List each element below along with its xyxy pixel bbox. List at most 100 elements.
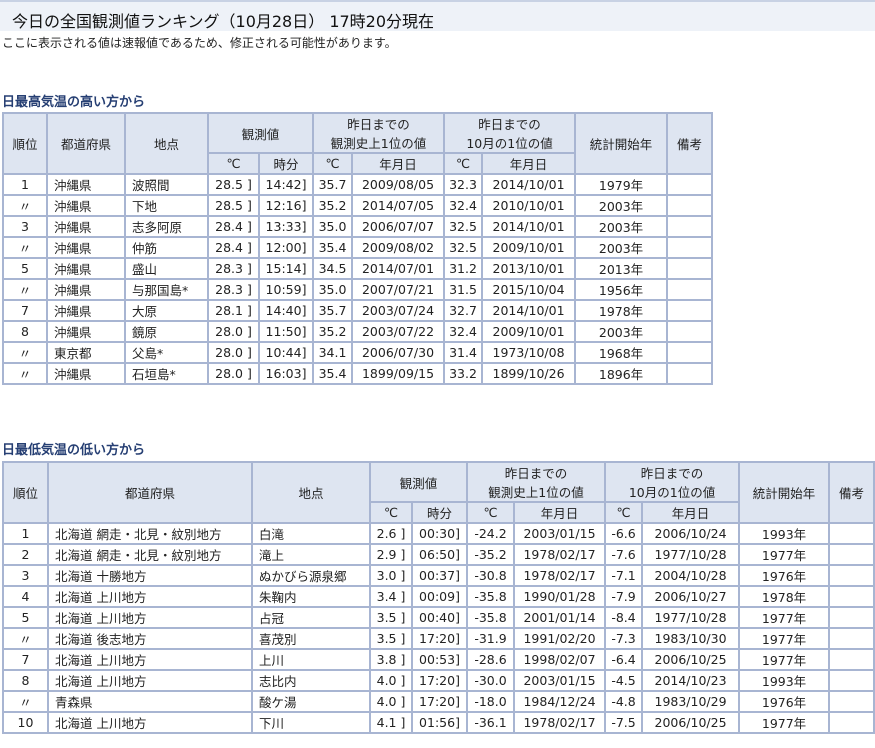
header-date: 年月日 [351,152,446,175]
title-bar: 今日の全国観測値ランキング（10月28日） 17時20分現在 [0,0,875,31]
cell-rank: 〃 [2,278,48,301]
cell-month-record-date: 2006/10/27 [641,585,741,608]
cell-start-year: 2003年 [574,236,669,259]
cell-start-year: 1977年 [738,543,831,566]
cell-rank: 1 [2,522,49,545]
cell-remarks [828,522,875,545]
cell-record-date: 1984/12/24 [513,690,607,713]
cell-record-date: 2009/08/02 [351,236,446,259]
cell-month-record-date: 2014/10/01 [481,299,577,322]
cell-observed-time: 14:40] [257,299,315,322]
cell-rank: 〃 [2,194,48,217]
cell-observed-temp: 3.4 ] [369,585,413,608]
cell-month-record-date: 1973/10/08 [481,341,577,364]
cell-month-record-date: 1899/10/26 [481,362,577,385]
cell-place: 大原 [124,299,209,322]
cell-prefecture: 沖縄県 [46,320,126,343]
cell-record-date: 2006/07/30 [351,341,446,364]
cell-month-record-temp: -8.4 [604,606,644,629]
cell-observed-temp: 3.8 ] [369,648,413,671]
header-place: 地点 [124,112,209,175]
cell-rank: 1 [2,173,48,196]
cell-observed-time: 11:50] [257,320,315,343]
cell-remarks [666,215,714,238]
cell-observed-temp: 28.0 ] [207,362,260,385]
cell-record-date: 1978/02/17 [513,711,607,734]
cell-place: 志多阿原 [124,215,209,238]
cell-record-date: 2014/07/05 [351,194,446,217]
cell-remarks [828,627,875,650]
table-row: 8 沖縄県 鏡原 28.0 ] 11:50] 35.2 2003/07/22 32.4 2009… [2,320,714,343]
disclaimer-note: ここに表示される値は速報値であるため、修正される可能性があります。 [2,36,397,50]
cell-prefecture: 青森県 [47,690,253,713]
section-heading-high: 日最高気温の高い方から [2,95,146,110]
cell-remarks [666,278,714,301]
table-row: 2 北海道 網走・北見・紋別地方 滝上 2.9 ] 06:50] -35.2 1978/02… [2,543,875,566]
cell-prefecture: 東京都 [46,341,126,364]
cell-prefecture: 沖縄県 [46,215,126,238]
cell-month-record-date: 2006/10/25 [641,711,741,734]
cell-observed-time: 10:44] [257,341,315,364]
cell-record-date: 1978/02/17 [513,543,607,566]
cell-observed-time: 14:42] [257,173,315,196]
cell-record-temp: 35.4 [312,236,354,259]
table-row: 7 沖縄県 大原 28.1 ] 14:40] 35.7 2003/07/24 32.7 2014… [2,299,714,322]
cell-month-record-date: 1983/10/30 [641,627,741,650]
cell-rank: 〃 [2,690,49,713]
cell-record-date: 1991/02/20 [513,627,607,650]
cell-start-year: 1976年 [738,690,831,713]
subheader-row: ℃ 時分 ℃ 年月日 ℃ 年月日 [3,501,874,524]
cell-record-date: 2003/07/24 [351,299,446,322]
cell-observed-temp: 28.1 ] [207,299,260,322]
table-row: 〃沖縄県 下地 28.5 ] 12:16] 35.2 2014/07/05 32.4 2010… [2,194,714,217]
cell-observed-time: 00:37] [410,564,469,587]
cell-record-temp: 35.4 [312,362,354,385]
cell-observed-time: 12:00] [257,236,315,259]
cell-record-temp: -30.0 [466,669,516,692]
cell-place: 占冠 [251,606,371,629]
header-date: 年月日 [513,501,607,524]
cell-record-date: 2003/01/15 [513,669,607,692]
cell-record-temp: -24.2 [466,522,516,545]
cell-record-date: 2003/07/22 [351,320,446,343]
cell-month-record-temp: -4.8 [604,690,644,713]
cell-start-year: 1978年 [574,299,669,322]
cell-record-date: 1899/09/15 [351,362,446,385]
cell-remarks [828,585,875,608]
cell-record-temp: -31.9 [466,627,516,650]
cell-month-record-temp: 32.5 [443,236,484,259]
cell-prefecture: 沖縄県 [46,257,126,280]
header-start-year: 統計開始年 [574,112,669,175]
cell-place: ぬかびら源泉郷 [251,564,371,587]
cell-prefecture: 北海道 網走・北見・紋別地方 [47,522,253,545]
cell-start-year: 1977年 [738,711,831,734]
cell-record-temp: -28.6 [466,648,516,671]
cell-record-temp: -35.8 [466,606,516,629]
cell-remarks [828,690,875,713]
cell-remarks [828,648,875,671]
cell-month-record-temp: -7.1 [604,564,644,587]
cell-observed-temp: 28.4 ] [207,236,260,259]
cell-observed-time: 00:53] [410,648,469,671]
cell-start-year: 1977年 [738,606,831,629]
cell-start-year: 1978年 [738,585,831,608]
cell-prefecture: 北海道 十勝地方 [47,564,253,587]
table-row: 1 北海道 網走・北見・紋別地方 白滝 2.6 ] 00:30] -24.2 2003/01… [2,522,875,545]
cell-start-year: 1968年 [574,341,669,364]
cell-observed-temp: 28.4 ] [207,215,260,238]
cell-rank: 7 [2,648,49,671]
cell-rank: 〃 [2,341,48,364]
cell-remarks [666,173,714,196]
cell-month-record-date: 2013/10/01 [481,257,577,280]
cell-start-year: 1993年 [738,522,831,545]
section-heading-low: 日最低気温の低い方から [2,443,146,458]
cell-start-year: 2003年 [574,215,669,238]
header-time: 時分 [257,152,315,175]
cell-rank: 2 [2,543,49,566]
cell-record-date: 1990/01/28 [513,585,607,608]
header-row: 順位 都道府県 地点 観測値 昨日までの 観測史上1位の値 昨日までの 10月の1位の値統… [2,461,875,524]
cell-record-date: 2006/07/07 [351,215,446,238]
cell-remarks [828,543,875,566]
cell-month-record-temp: 32.4 [443,194,484,217]
cell-rank: 8 [2,320,48,343]
